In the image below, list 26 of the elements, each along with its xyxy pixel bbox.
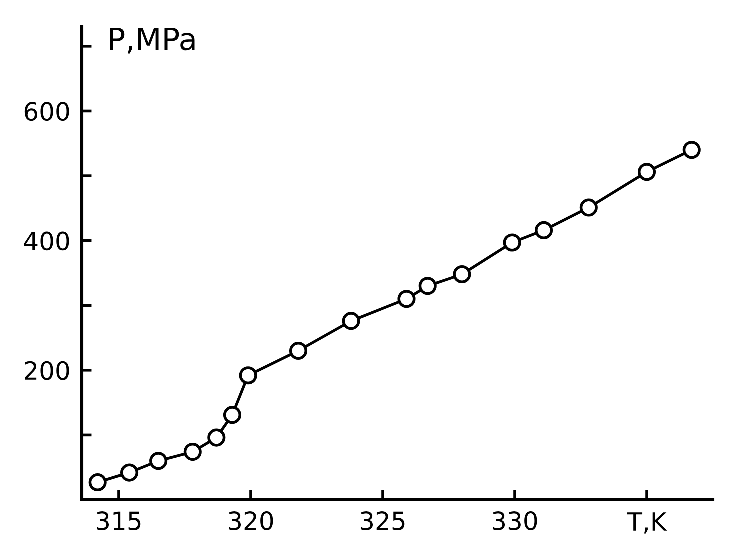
x-axis-title: T,K [627, 512, 668, 534]
point [503, 234, 522, 252]
point [88, 473, 107, 492]
x-tick-label: 320 [229, 512, 274, 530]
y-axis-title: P,MPa [110, 28, 195, 54]
y-tick-label: 200 [25, 361, 70, 380]
point [535, 221, 554, 240]
x-tick-label: 330 [493, 512, 538, 530]
x-tick-label: 325 [361, 512, 405, 530]
point [208, 428, 226, 447]
x-tick-label: 315 [97, 512, 141, 530]
point [638, 163, 656, 182]
point [398, 290, 416, 308]
point [453, 265, 472, 284]
y-tick-label: 600 [24, 102, 70, 122]
y-tick-label: 400 [24, 232, 70, 251]
point [418, 277, 437, 296]
point [120, 464, 139, 482]
point [342, 312, 360, 330]
point [150, 452, 168, 470]
point [239, 366, 258, 385]
point [223, 406, 242, 424]
point [184, 443, 202, 462]
point [682, 141, 701, 160]
point [580, 198, 598, 217]
point [289, 342, 308, 360]
